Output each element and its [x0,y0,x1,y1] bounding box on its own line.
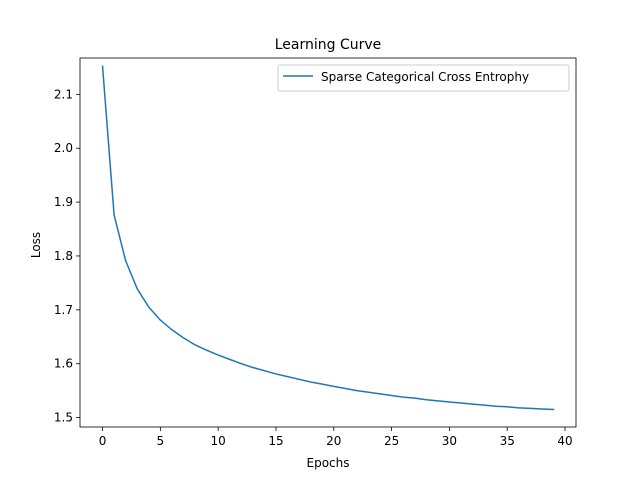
y-axis-title: Loss [29,232,43,258]
x-tick-label: 30 [442,434,457,448]
x-tick-label: 15 [268,434,283,448]
y-tick-label: 2.0 [54,141,73,155]
x-tick-label: 0 [99,434,107,448]
plot-frame [79,57,577,428]
chart-title: Learning Curve [275,37,382,53]
y-axis-ticks: 1.5 1.6 1.7 1.8 1.9 2.0 2.1 [54,87,80,425]
x-tick-label: 35 [500,434,515,448]
y-tick-label: 1.9 [54,195,73,209]
series-layer [101,65,555,411]
y-tick-label: 1.6 [54,357,73,371]
x-tick-label: 5 [157,434,165,448]
x-tick-label: 10 [211,434,226,448]
series-line [101,65,555,411]
y-tick-label: 1.5 [54,411,73,425]
legend-label: Sparse Categorical Cross Entrophy [321,70,529,84]
y-tick-label: 1.8 [54,249,73,263]
legend: Sparse Categorical Cross Entrophy [277,64,570,92]
x-tick-label: 25 [384,434,399,448]
x-axis-ticks: 0 5 10 15 20 25 30 35 40 [99,427,573,448]
y-tick-label: 2.1 [54,87,73,101]
legend-box [277,64,570,92]
plot-area [80,58,576,427]
x-axis-title: Epochs [307,456,350,470]
x-tick-label: 40 [557,434,572,448]
y-tick-label: 1.7 [54,303,73,317]
x-tick-label: 20 [326,434,341,448]
